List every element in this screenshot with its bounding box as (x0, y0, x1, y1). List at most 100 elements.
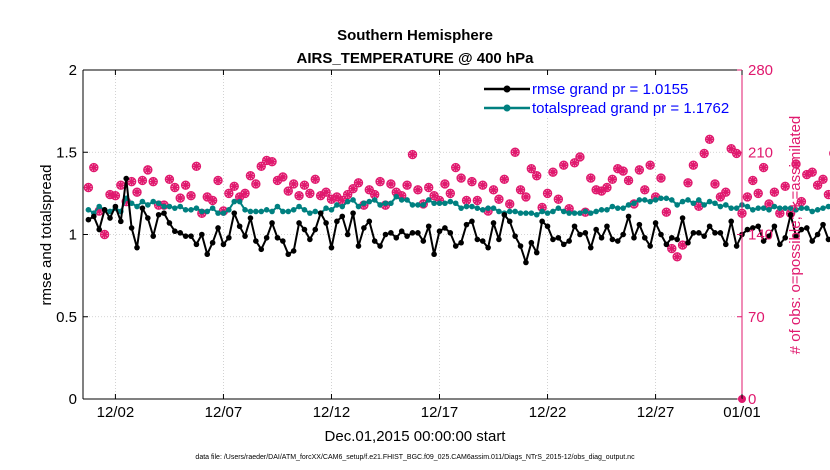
obs-assimilated-point (597, 187, 606, 195)
totalspread-point (323, 205, 329, 211)
obs-possible-point (542, 188, 553, 199)
totalspread-point (560, 208, 567, 215)
obs-possible-point (699, 148, 709, 159)
obs-possible-point (661, 207, 672, 217)
obs-possible-point (818, 174, 828, 184)
rmse-point (685, 239, 691, 246)
totalspread-point (328, 207, 335, 213)
totalspread-point (274, 203, 281, 210)
rmse-point (96, 226, 103, 233)
rmse-point (771, 223, 778, 230)
rmse-point (393, 234, 400, 241)
y-tick-label-right: 140 (748, 227, 773, 244)
obs-possible-point (607, 174, 618, 184)
y-tick-label-left: 2 (69, 62, 77, 79)
y-tick-label-left: 0 (69, 391, 77, 408)
chart-title: Southern Hemisphere (337, 27, 493, 44)
rmse-point (361, 225, 367, 231)
obs-possible-point (758, 162, 769, 173)
rmse-point (706, 223, 713, 230)
totalspread-point (620, 205, 626, 211)
obs-assimilated-point (322, 188, 330, 196)
obs-assimilated-point (182, 181, 190, 189)
totalspread-point (269, 208, 275, 215)
rmse-point (582, 230, 589, 236)
totalspread-point (512, 208, 518, 215)
obs-assimilated-point (284, 187, 292, 195)
totalspread-point (161, 203, 167, 210)
rmse-point (804, 225, 810, 231)
totalspread-point (393, 193, 400, 200)
rmse-point (409, 230, 416, 236)
obs-possible-point (688, 160, 699, 170)
rmse-point (290, 248, 297, 254)
rmse-point (782, 234, 789, 241)
obs-assimilated-point (149, 178, 157, 186)
rmse-point (188, 233, 194, 239)
totalspread-point (366, 198, 373, 205)
obs-possible-point (132, 187, 142, 197)
obs-assimilated-point (473, 196, 481, 205)
totalspread-point (280, 208, 286, 215)
obs-assimilated-point (522, 193, 530, 201)
rmse-point (344, 231, 351, 238)
obs-assimilated-point (106, 190, 114, 199)
obs-assimilated-point (792, 160, 800, 168)
rmse-point (506, 218, 513, 225)
obs-assimilated-point (398, 192, 406, 200)
rmse-point (625, 213, 632, 220)
rmse-point (134, 244, 140, 251)
rmse-point (317, 210, 324, 216)
obs-possible-point (488, 185, 499, 195)
rmse-point (404, 233, 410, 239)
rmse-point (339, 213, 346, 220)
totalspread-point (145, 202, 151, 208)
obs-assimilated-point (781, 182, 789, 190)
rmse-point (550, 236, 556, 243)
obs-possible-point (402, 180, 412, 190)
totalspread-point (571, 210, 578, 216)
rmse-point (371, 238, 378, 244)
obs-possible-point (753, 188, 763, 199)
rmse-point (150, 233, 157, 239)
rmse-point (296, 220, 302, 226)
rmse-point (523, 259, 529, 266)
rmse-point (442, 225, 448, 231)
obs-assimilated-point (95, 207, 103, 215)
obs-possible-point (672, 252, 682, 262)
rmse-point (744, 226, 751, 233)
totalspread-point (787, 205, 794, 211)
rmse-point (220, 241, 227, 248)
rmse-point (258, 246, 265, 253)
obs-assimilated-point (651, 193, 660, 201)
rmse-point (388, 230, 394, 236)
totalspread-point (814, 207, 821, 213)
totalspread-point (361, 200, 367, 207)
rmse-point (101, 207, 108, 213)
rmse-point (609, 236, 616, 243)
obs-assimilated-point (457, 174, 465, 182)
totalspread-point (555, 205, 562, 211)
rmse-point (366, 218, 373, 225)
rmse-point (123, 175, 130, 182)
totalspread-point (182, 207, 189, 213)
obs-possible-point (299, 180, 310, 190)
obs-assimilated-point (165, 175, 174, 183)
obs-possible-point (170, 182, 180, 193)
rmse-point (641, 234, 648, 241)
obs-possible-point (143, 165, 153, 175)
rmse-point (285, 251, 292, 258)
obs-possible-point (99, 229, 110, 240)
obs-possible-point (440, 179, 450, 189)
totalspread-point (506, 208, 513, 215)
obs-possible-point (294, 191, 304, 201)
obs-assimilated-point (608, 175, 616, 183)
totalspread-point (598, 207, 605, 213)
totalspread-point (760, 205, 767, 211)
obs-assimilated-point (814, 181, 822, 189)
obs-assimilated-point (641, 186, 649, 194)
rmse-point (728, 218, 734, 225)
obs-possible-point (364, 185, 374, 195)
rmse-point (598, 234, 605, 241)
y-tick-label-right: 280 (748, 62, 773, 79)
